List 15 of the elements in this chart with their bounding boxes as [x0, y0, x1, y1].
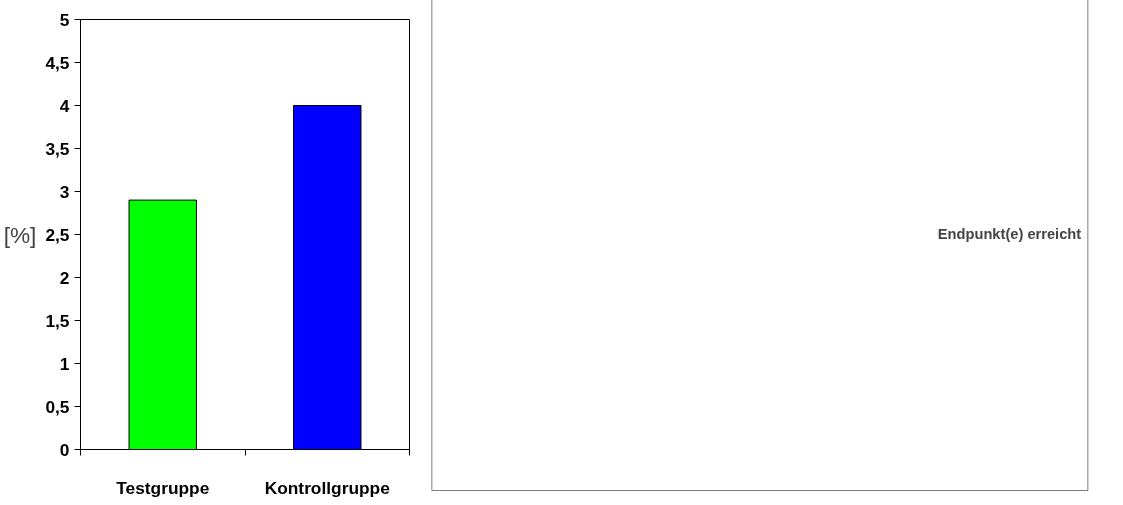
y-tick-label: 1,5	[45, 310, 70, 331]
y-tick-label: 3,5	[45, 138, 70, 159]
x-tick-label: Testgruppe	[116, 477, 210, 498]
y-tick-label: 3	[59, 181, 70, 202]
y-tick-label: 2	[59, 267, 70, 288]
text: Endpunkt(e) erreicht	[937, 226, 1082, 242]
y-tick-label: 5	[59, 9, 70, 30]
y-tick-label: 0	[59, 439, 70, 460]
x-tick-label: Kontrollgruppe	[264, 477, 391, 498]
y-tick-label: 0,5	[45, 396, 70, 417]
y-axis-title: [%]	[3, 221, 37, 248]
y-tick-label: 1	[59, 353, 70, 374]
y-tick-label: 4	[59, 95, 70, 116]
y-tick-label: 2,5	[45, 224, 70, 245]
y-tick-label: 4,5	[45, 52, 70, 73]
